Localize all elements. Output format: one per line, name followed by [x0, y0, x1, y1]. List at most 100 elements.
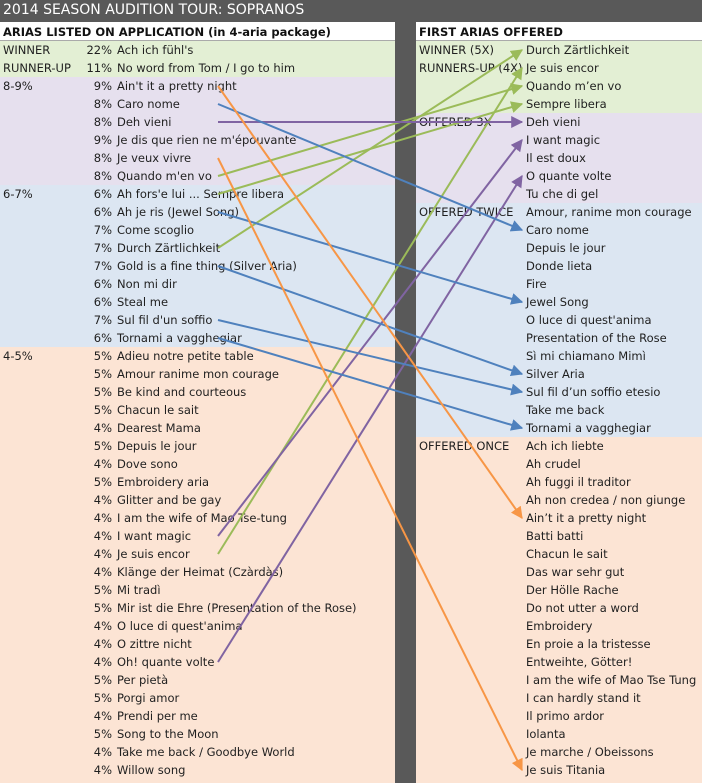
left-percentage: 9%: [93, 79, 112, 93]
left-percentage: 4%: [93, 637, 112, 651]
left-aria-name: Ain't it a pretty night: [117, 79, 237, 93]
left-percentage: 6%: [93, 205, 112, 219]
left-aria-name: Gold is a fine thing (Silver Aria): [117, 259, 297, 273]
right-aria-name: Ain’t it a pretty night: [526, 511, 647, 525]
left-aria-name: Ah fors'e lui ... Sempre libera: [117, 187, 285, 201]
left-aria-name: Embroidery aria: [117, 475, 210, 489]
right-aria-name: Je suis encor: [526, 61, 599, 75]
left-percentage: 5%: [93, 601, 112, 615]
left-group-label: 4-5%: [3, 349, 33, 363]
left-aria-name: Steal me: [117, 295, 169, 309]
left-percentage: 6%: [93, 187, 112, 201]
right-aria-name: Presentation of the Rose: [526, 331, 667, 345]
left-aria-name: Durch Zärtlichkeit: [117, 241, 221, 255]
right-aria-name: Do not utter a word: [526, 601, 639, 615]
left-percentage: 6%: [93, 277, 112, 291]
right-group-label: WINNER (5X): [419, 43, 495, 57]
right-aria-name: O quante volte: [526, 169, 612, 183]
right-aria-name: Ach ich liebte: [526, 439, 604, 453]
left-aria-name: Adieu notre petite table: [117, 349, 254, 363]
left-percentage: 4%: [93, 565, 112, 579]
left-percentage: 7%: [93, 223, 112, 237]
left-aria-name: Tornami a vagghegiar: [117, 331, 242, 345]
left-percentage: 5%: [93, 673, 112, 687]
left-aria-name: Dearest Mama: [117, 421, 201, 435]
left-percentage: 5%: [93, 583, 112, 597]
left-percentage: 8%: [93, 97, 112, 111]
right-aria-name: Tornami a vagghegiar: [526, 421, 651, 435]
right-column-header: FIRST ARIAS OFFERED: [419, 25, 563, 39]
left-aria-name: Take me back / Goodbye World: [117, 745, 295, 759]
right-aria-name: Entweihte, Götter!: [526, 655, 633, 669]
left-aria-name: Je dis que rien ne m'épouvante: [117, 133, 297, 147]
title-bar: 2014 SEASON AUDITION TOUR: SOPRANOS: [0, 0, 702, 22]
left-aria-name: Per pietà: [117, 673, 169, 687]
right-aria-name: En proie a la tristesse: [526, 637, 651, 651]
left-aria-name: Mi tradì: [117, 583, 161, 597]
left-aria-name: Prendi per me: [117, 709, 198, 723]
right-aria-name: Donde lieta: [526, 259, 593, 273]
left-aria-name: Willow song: [117, 763, 186, 777]
left-aria-name: No word from Tom / I go to him: [117, 61, 296, 75]
right-aria-name: Iolanta: [526, 727, 566, 741]
right-aria-name: Sì mi chiamano Mimì: [526, 349, 646, 363]
left-percentage: 4%: [93, 709, 112, 723]
left-percentage: 6%: [93, 331, 112, 345]
left-column-header: ARIAS LISTED ON APPLICATION (in 4-aria p…: [3, 25, 331, 39]
right-aria-name: Je marche / Obeissons: [526, 745, 654, 759]
left-percentage: 5%: [93, 367, 112, 381]
left-percentage: 9%: [93, 133, 112, 147]
left-percentage: 5%: [93, 349, 112, 363]
left-aria-name: Depuis le jour: [117, 439, 197, 453]
left-percentage: 4%: [93, 547, 112, 561]
left-aria-name: Deh vieni: [117, 115, 172, 129]
right-aria-name: Ah crudel: [526, 457, 581, 471]
left-percentage: 4%: [93, 511, 112, 525]
right-aria-name: Tu che di gel: [526, 187, 599, 201]
left-aria-name: Be kind and courteous: [117, 385, 247, 399]
left-percentage: 5%: [93, 691, 112, 705]
left-aria-name: Sul fil d'un soffio: [117, 313, 213, 327]
left-aria-name: O zittre nicht: [117, 637, 192, 651]
page-title: 2014 SEASON AUDITION TOUR: SOPRANOS: [3, 2, 305, 18]
right-group-label: RUNNERS-UP (4X): [419, 61, 523, 75]
left-aria-name: Oh! quante volte: [117, 655, 215, 669]
left-percentage: 4%: [93, 763, 112, 777]
left-percentage: 7%: [93, 313, 112, 327]
left-aria-name: Je suis encor: [117, 547, 190, 561]
left-aria-name: Porgi amor: [117, 691, 180, 705]
right-aria-name: Der Hölle Rache: [526, 583, 619, 597]
column-divider: [395, 22, 416, 783]
left-percentage: 7%: [93, 259, 112, 273]
left-aria-name: Glitter and be gay: [117, 493, 222, 507]
left-aria-name: Chacun le sait: [117, 403, 199, 417]
left-percentage: 4%: [93, 493, 112, 507]
right-aria-name: Das war sehr gut: [526, 565, 625, 579]
right-aria-name: Il est doux: [526, 151, 586, 165]
left-group-label: 8-9%: [3, 79, 33, 93]
right-aria-name: I am the wife of Mao Tse Tung: [526, 673, 697, 687]
left-percentage: 6%: [93, 295, 112, 309]
right-aria-name: I can hardly stand it: [526, 691, 641, 705]
right-aria-name: Caro nome: [526, 223, 589, 237]
right-aria-name: Amour, ranime mon courage: [526, 205, 692, 219]
right-aria-name: Chacun le sait: [526, 547, 608, 561]
left-aria-name: I am the wife of Mao Tse-tung: [117, 511, 287, 525]
left-aria-name: Dove sono: [117, 457, 178, 471]
right-aria-name: Ah fuggi il traditor: [526, 475, 631, 489]
left-percentage: 5%: [93, 439, 112, 453]
left-percentage: 5%: [93, 475, 112, 489]
left-percentage: 4%: [93, 619, 112, 633]
left-aria-name: Amour ranime mon courage: [117, 367, 279, 381]
left-group-label: RUNNER-UP: [3, 61, 71, 75]
left-percentage: 4%: [93, 457, 112, 471]
left-group-label: 6-7%: [3, 187, 33, 201]
left-aria-name: Mir ist die Ehre (Presentation of the Ro…: [117, 601, 357, 615]
left-aria-name: Non mi dir: [117, 277, 177, 291]
left-percentage: 5%: [93, 727, 112, 741]
left-percentage: 4%: [93, 655, 112, 669]
left-aria-name: Ach ich fühl's: [117, 43, 194, 57]
left-percentage: 4%: [93, 745, 112, 759]
right-group-label: OFFERED 3X: [419, 115, 492, 129]
left-aria-name: Je veux vivre: [117, 151, 192, 165]
